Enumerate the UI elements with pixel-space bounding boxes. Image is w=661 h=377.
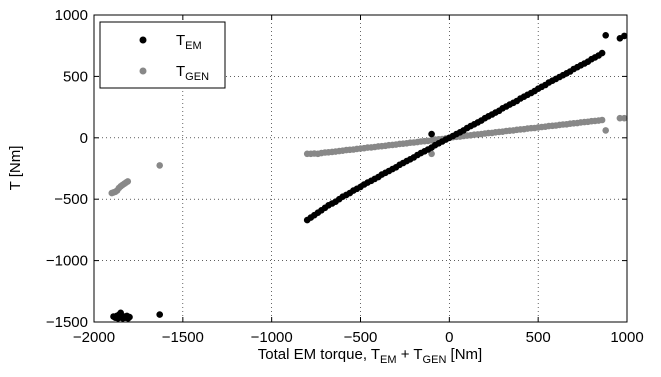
legend-marker-t-gen [139,67,147,75]
data-point-t-gen [602,127,609,134]
data-point-t-em [621,32,628,40]
data-point-t-gen [124,178,132,185]
legend-label-t-em-sub: EM [185,40,202,52]
legend-box [99,21,226,89]
x-tick-label: −500 [344,329,378,346]
y-tick-label: 1000 [55,7,88,24]
data-point-t-gen [156,162,163,169]
legend: TEM TGEN [99,21,226,89]
x-tick-label: 500 [526,329,551,346]
data-point-t-em [126,313,133,321]
x-tick-label: 0 [445,329,453,346]
x-tick-label: −1000 [251,329,293,346]
data-point-t-gen [621,114,628,122]
data-point-t-em [598,49,606,57]
legend-label-t-em: TEM [176,32,202,52]
legend-label-t-em-base: T [176,32,185,49]
x-tick-label: −2000 [73,329,115,346]
data-point-t-gen [598,116,606,124]
data-point-t-em [602,32,609,39]
legend-label-t-gen-sub: GEN [185,71,209,83]
data-point-t-em [428,130,435,138]
x-tick-label: −1500 [162,329,204,346]
x-axis-label-sub-em: EM [380,354,397,366]
series-t-em [110,32,628,322]
y-axis-label: T [Nm] [7,146,24,191]
legend-label-t-gen-base: T [176,63,185,80]
legend-label-t-gen: TGEN [176,63,209,83]
series-t-gen [108,114,628,197]
x-axis-label-plus: + T [397,346,423,363]
x-axis-label-sub-gen: GEN [423,354,447,366]
y-tick-label: 0 [80,130,88,147]
x-tick-label: 1000 [610,329,643,346]
series-layer [108,32,628,322]
data-point-t-em [156,311,163,318]
x-axis-label-base: Total EM torque, T [258,346,380,363]
y-tick-label: −500 [54,191,88,208]
x-axis-label: Total EM torque, TEM + TGEN [Nm] [258,346,482,366]
y-tick-label: −1500 [46,314,88,331]
x-axis-label-unit: [Nm] [446,346,482,363]
legend-marker-t-em [139,36,147,44]
y-tick-label: −1000 [46,253,88,270]
y-tick-label: 500 [63,68,88,85]
ticks: −2000 −1500 −1000 −500 0 500 1000−1500−1000−50… [46,7,644,346]
